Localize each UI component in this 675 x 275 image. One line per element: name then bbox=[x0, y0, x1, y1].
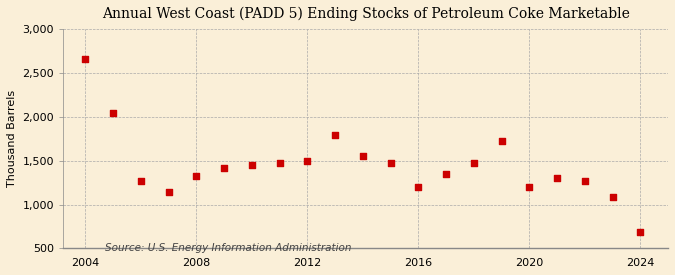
Point bbox=[385, 161, 396, 166]
Point bbox=[607, 194, 618, 199]
Point bbox=[413, 185, 424, 190]
Text: Source: U.S. Energy Information Administration: Source: U.S. Energy Information Administ… bbox=[105, 243, 352, 252]
Point bbox=[136, 179, 146, 183]
Point bbox=[524, 185, 535, 190]
Point bbox=[551, 176, 562, 180]
Y-axis label: Thousand Barrels: Thousand Barrels bbox=[7, 90, 17, 188]
Point bbox=[80, 57, 90, 61]
Title: Annual West Coast (PADD 5) Ending Stocks of Petroleum Coke Marketable: Annual West Coast (PADD 5) Ending Stocks… bbox=[102, 7, 630, 21]
Point bbox=[274, 161, 285, 166]
Point bbox=[635, 230, 646, 234]
Point bbox=[219, 166, 230, 170]
Point bbox=[441, 172, 452, 176]
Point bbox=[329, 132, 340, 137]
Point bbox=[302, 159, 313, 163]
Point bbox=[496, 138, 507, 143]
Point bbox=[579, 179, 590, 183]
Point bbox=[191, 174, 202, 178]
Point bbox=[468, 161, 479, 166]
Point bbox=[108, 111, 119, 115]
Point bbox=[52, 169, 63, 174]
Point bbox=[246, 163, 257, 167]
Point bbox=[358, 154, 369, 158]
Point bbox=[163, 190, 174, 194]
